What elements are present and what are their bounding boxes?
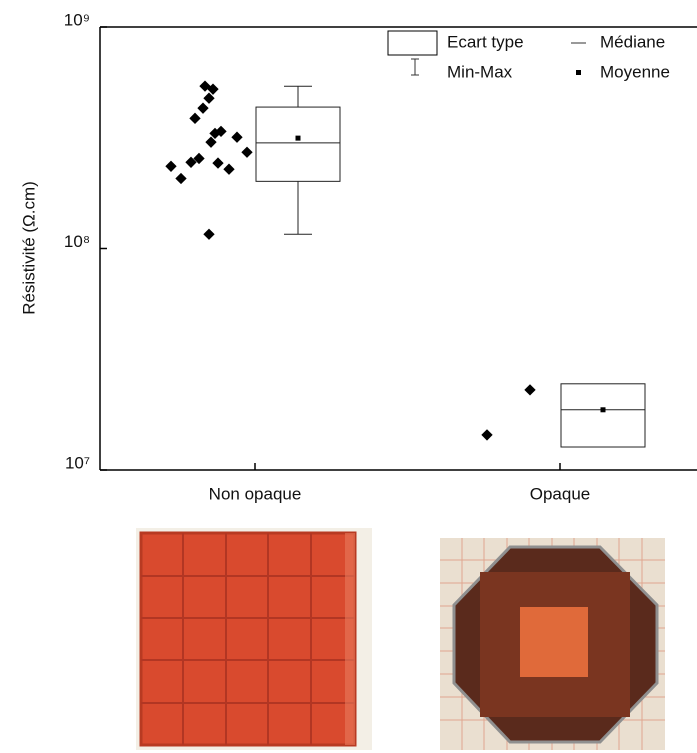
box [560, 383, 646, 448]
legend-label: Médiane [600, 32, 665, 51]
data-point [189, 112, 201, 124]
mean [295, 135, 301, 141]
legend-mean-icon [576, 70, 581, 75]
y-tick-label: 10⁷ [65, 453, 90, 472]
data-point [223, 163, 235, 175]
legend-label: Moyenne [600, 62, 670, 81]
data-point [231, 131, 243, 143]
y-tick-label: 10⁸ [64, 232, 90, 251]
y-axis-label: Résistivité (Ω.cm) [19, 181, 38, 315]
data-point [205, 136, 217, 148]
data-point [212, 157, 224, 169]
x-tick-label: Opaque [530, 484, 591, 503]
data-point [185, 156, 197, 168]
data-point [215, 125, 227, 138]
data-point [165, 160, 177, 172]
photo-opaque [440, 538, 665, 750]
legend-label: Ecart type [447, 32, 524, 51]
data-point [524, 384, 536, 396]
x-tick-label: Non opaque [209, 484, 302, 503]
legend-whisker-icon [411, 58, 419, 76]
data-point [175, 172, 187, 185]
data-point [203, 228, 215, 240]
data-point [241, 146, 253, 158]
box [255, 106, 341, 182]
data-point [193, 152, 205, 165]
legend-box-icon [387, 30, 438, 56]
mean [600, 407, 606, 413]
legend-label: Min-Max [447, 62, 513, 81]
data-point [481, 429, 493, 441]
y-tick-label: 10⁹ [64, 10, 90, 29]
data-point [197, 102, 209, 114]
photo-non-opaque [136, 528, 372, 750]
